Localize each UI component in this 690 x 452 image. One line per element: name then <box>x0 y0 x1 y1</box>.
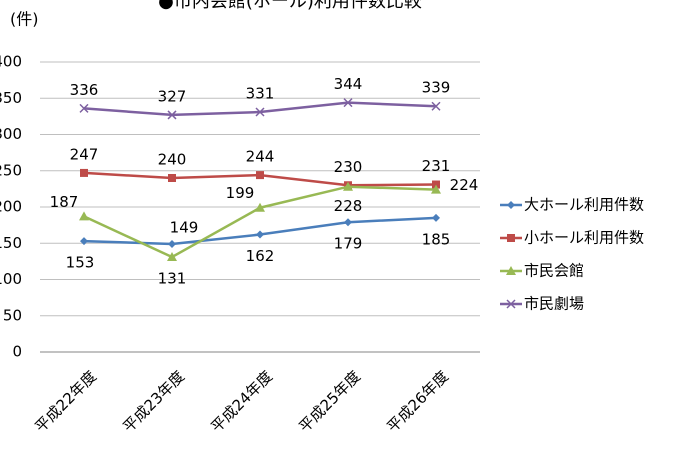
x-tick-label: 平成22年度 <box>31 367 100 436</box>
y-tick-label: 400 <box>0 53 22 71</box>
data-label: 247 <box>70 145 99 163</box>
x-tick-label: 平成23年度 <box>119 367 188 436</box>
data-label: 331 <box>246 85 275 103</box>
marker <box>506 299 516 309</box>
marker <box>80 237 88 246</box>
data-label: 230 <box>334 158 363 176</box>
marker <box>255 107 265 117</box>
marker <box>343 98 353 108</box>
marker <box>255 202 265 212</box>
marker <box>256 171 264 180</box>
marker <box>431 184 441 194</box>
y-tick-label: 50 <box>3 306 22 324</box>
legend-label: 大ホール利用件数 <box>524 196 644 214</box>
data-label: 327 <box>158 87 187 105</box>
x-tick-label: 平成26年度 <box>383 367 452 436</box>
marker <box>432 213 440 222</box>
marker <box>343 181 353 191</box>
data-label: 199 <box>226 184 255 202</box>
data-label: 185 <box>422 230 451 248</box>
data-label: 131 <box>158 270 187 288</box>
legend-label: 市民会館 <box>524 262 584 280</box>
legend-label: 小ホール利用件数 <box>524 229 644 247</box>
y-tick-label: 350 <box>0 89 22 107</box>
y-tick-label: 0 <box>12 343 22 361</box>
x-tick-label: 平成25年度 <box>295 367 364 436</box>
data-label: 162 <box>246 247 275 265</box>
marker <box>256 230 264 239</box>
data-label: 228 <box>334 197 363 215</box>
marker <box>506 266 516 275</box>
legend-label: 市民劇場 <box>524 295 584 313</box>
marker <box>168 239 176 248</box>
marker <box>167 252 177 262</box>
data-label: 153 <box>66 254 95 272</box>
marker <box>431 101 441 111</box>
data-label: 224 <box>450 176 479 194</box>
y-axis-label: (件) <box>10 10 39 29</box>
data-label: 231 <box>422 157 451 175</box>
marker <box>80 168 88 177</box>
marker <box>79 103 89 113</box>
marker <box>167 110 177 120</box>
data-label: 179 <box>334 235 363 253</box>
chart-title: ●市内会館(ホール)利用件数比較 <box>158 0 422 12</box>
data-label: 336 <box>70 81 99 99</box>
data-label: 344 <box>334 75 363 93</box>
marker <box>432 180 440 189</box>
y-tick-label: 300 <box>0 125 22 143</box>
y-tick-label: 250 <box>0 161 22 179</box>
data-label: 149 <box>170 218 199 236</box>
x-tick-label: 平成24年度 <box>207 367 276 436</box>
marker <box>79 211 89 221</box>
data-label: 240 <box>158 151 187 169</box>
marker <box>344 218 352 227</box>
data-label: 244 <box>246 148 275 166</box>
data-label: 187 <box>50 193 79 211</box>
data-label: 339 <box>422 79 451 97</box>
marker <box>507 201 515 209</box>
marker <box>507 234 515 242</box>
marker <box>168 174 176 182</box>
y-tick-label: 150 <box>0 234 22 252</box>
y-tick-label: 200 <box>0 198 22 216</box>
y-tick-label: 100 <box>0 270 22 288</box>
